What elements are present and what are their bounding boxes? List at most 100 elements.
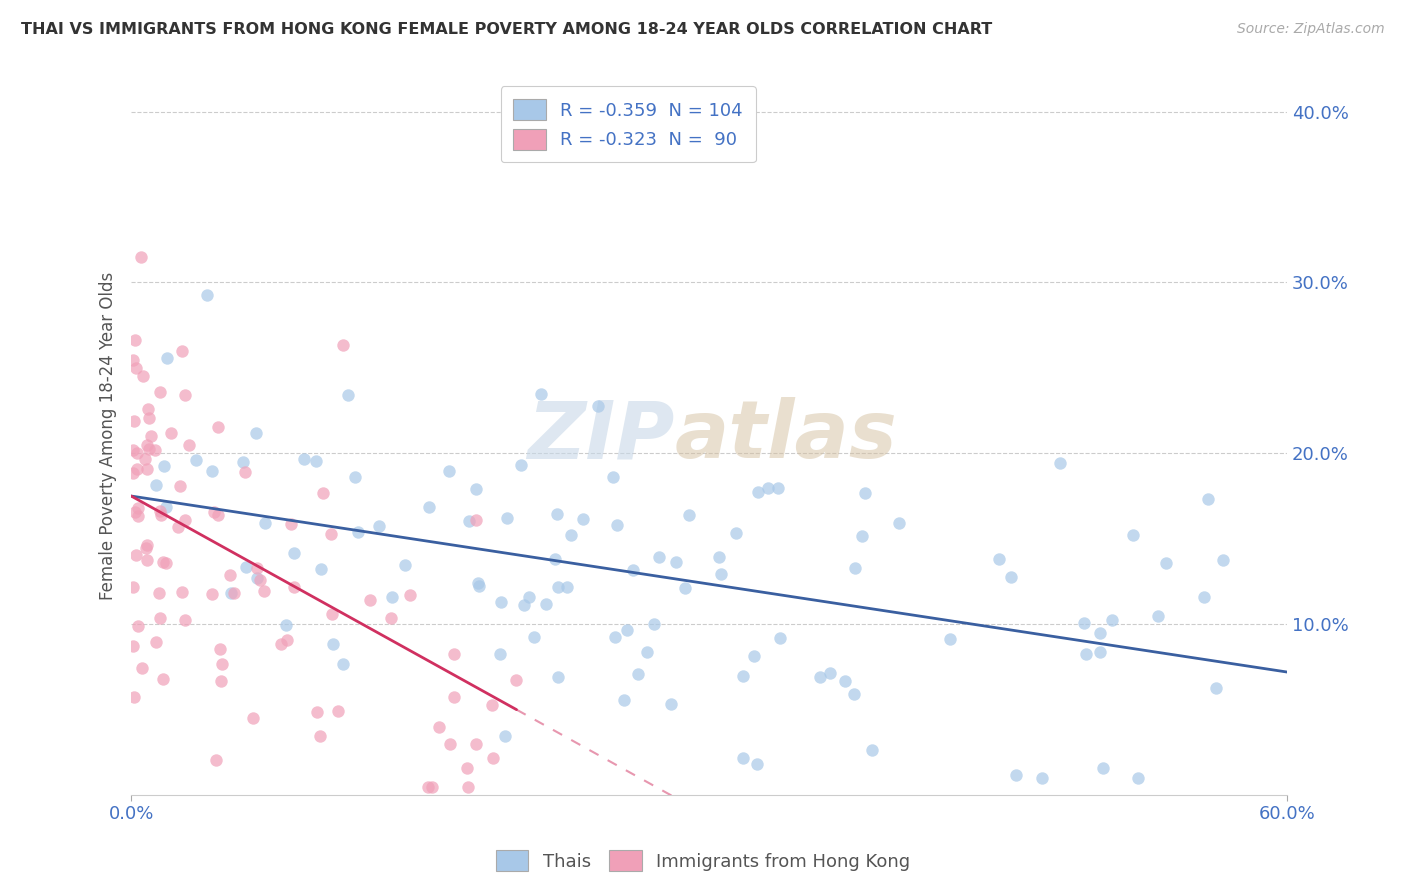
Point	[219, 585, 242, 599]
Point	[184, 453, 207, 467]
Point	[464, 482, 486, 496]
Point	[124, 333, 146, 347]
Point	[1049, 456, 1071, 470]
Point	[127, 461, 149, 475]
Point	[1192, 590, 1215, 604]
Point	[253, 516, 276, 531]
Point	[148, 585, 170, 599]
Point	[122, 466, 145, 480]
Point	[555, 580, 578, 594]
Point	[205, 753, 228, 767]
Point	[122, 352, 145, 367]
Point	[209, 673, 232, 688]
Point	[145, 635, 167, 649]
Point	[648, 549, 671, 564]
Point	[253, 583, 276, 598]
Point	[494, 730, 516, 744]
Point	[122, 690, 145, 704]
Point	[560, 528, 582, 542]
Point	[224, 585, 246, 599]
Point	[153, 458, 176, 473]
Point	[509, 458, 531, 472]
Point	[201, 587, 224, 601]
Text: atlas: atlas	[675, 397, 897, 475]
Point	[125, 446, 148, 460]
Point	[127, 619, 149, 633]
Point	[368, 518, 391, 533]
Point	[1197, 491, 1219, 506]
Point	[138, 410, 160, 425]
Point	[458, 514, 481, 528]
Point	[707, 550, 730, 565]
Point	[505, 673, 527, 688]
Point	[636, 645, 658, 659]
Point	[523, 630, 546, 644]
Point	[174, 613, 197, 627]
Point	[274, 618, 297, 632]
Point	[887, 516, 910, 531]
Point	[246, 571, 269, 585]
Point	[1076, 647, 1098, 661]
Point	[312, 485, 335, 500]
Point	[1091, 761, 1114, 775]
Point	[1005, 768, 1028, 782]
Point	[437, 464, 460, 478]
Point	[513, 598, 536, 612]
Point	[464, 738, 486, 752]
Point	[1121, 528, 1143, 542]
Point	[572, 512, 595, 526]
Point	[536, 597, 558, 611]
Point	[200, 465, 222, 479]
Point	[939, 632, 962, 646]
Point	[659, 697, 682, 711]
Point	[270, 637, 292, 651]
Point	[124, 505, 146, 519]
Point	[457, 780, 479, 794]
Point	[517, 590, 540, 604]
Point	[747, 485, 769, 500]
Point	[138, 402, 160, 417]
Point	[482, 751, 505, 765]
Point	[156, 351, 179, 365]
Point	[766, 481, 789, 495]
Point	[174, 388, 197, 402]
Point	[416, 780, 439, 794]
Point	[443, 648, 465, 662]
Point	[613, 693, 636, 707]
Point	[145, 478, 167, 492]
Point	[1088, 645, 1111, 659]
Point	[332, 657, 354, 671]
Point	[246, 561, 269, 575]
Point	[136, 438, 159, 452]
Point	[141, 428, 163, 442]
Point	[122, 443, 145, 458]
Point	[731, 669, 754, 683]
Point	[673, 581, 696, 595]
Point	[1000, 570, 1022, 584]
Point	[305, 454, 328, 468]
Text: Source: ZipAtlas.com: Source: ZipAtlas.com	[1237, 22, 1385, 37]
Point	[443, 690, 465, 705]
Point	[489, 647, 512, 661]
Point	[245, 426, 267, 441]
Point	[359, 592, 381, 607]
Point	[586, 399, 609, 413]
Point	[135, 541, 157, 555]
Point	[208, 641, 231, 656]
Point	[616, 623, 638, 637]
Point	[122, 414, 145, 428]
Point	[135, 553, 157, 567]
Point	[1031, 771, 1053, 785]
Point	[197, 288, 219, 302]
Point	[134, 452, 156, 467]
Point	[309, 729, 332, 743]
Point	[155, 556, 177, 570]
Point	[343, 470, 366, 484]
Point	[665, 555, 688, 569]
Text: ZIP: ZIP	[527, 397, 675, 475]
Point	[546, 508, 568, 522]
Point	[174, 513, 197, 527]
Point	[1073, 615, 1095, 630]
Point	[135, 462, 157, 476]
Point	[149, 504, 172, 518]
